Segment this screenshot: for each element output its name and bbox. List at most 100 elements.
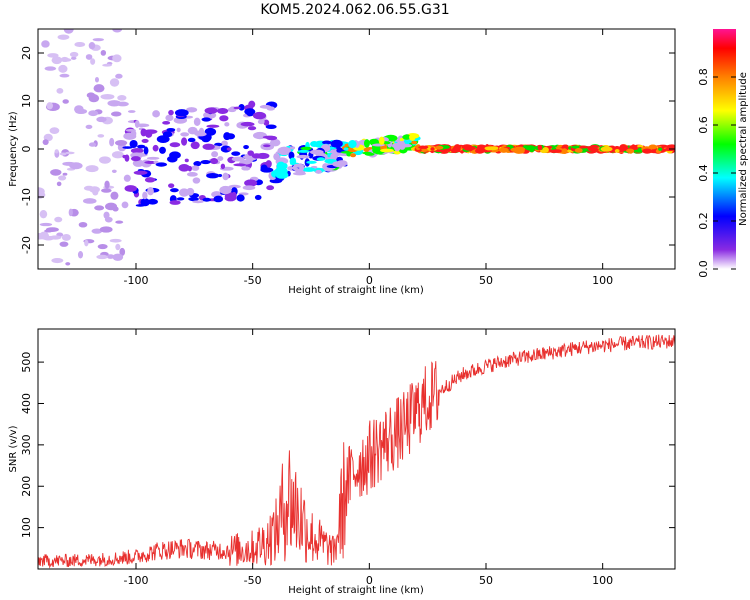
heatmap-cell <box>99 226 113 233</box>
heatmap-cell <box>123 174 131 182</box>
heatmap-cell <box>62 172 68 176</box>
heatmap-cell <box>51 257 64 264</box>
x-tick-label: -50 <box>244 274 262 287</box>
heatmap-cell <box>244 108 256 116</box>
y-tick-label: 500 <box>20 352 33 373</box>
heatmap-cell <box>51 56 63 65</box>
heatmap-cell <box>247 150 254 156</box>
heatmap-cell <box>176 127 181 133</box>
heatmap-cell <box>204 107 218 114</box>
heatmap-cell <box>91 228 103 234</box>
heatmap-cell <box>104 216 113 223</box>
heatmap-cell <box>92 189 99 196</box>
heatmap-cell <box>97 243 108 250</box>
y-tick-label: -20 <box>20 236 33 254</box>
x-tick-label: 50 <box>479 274 493 287</box>
heatmap-cell <box>63 29 74 34</box>
heatmap-cell <box>121 201 129 209</box>
heatmap-cell <box>631 146 639 150</box>
heatmap-cell <box>94 205 105 211</box>
heatmap-cell <box>266 185 275 191</box>
heatmap-cell <box>265 124 277 130</box>
heatmap-cell <box>402 134 412 140</box>
heatmap-cell <box>192 200 204 204</box>
heatmap-cell <box>648 144 658 150</box>
heatmap-cell <box>263 119 270 126</box>
heatmap-cell <box>96 254 108 260</box>
heatmap-cell <box>239 159 252 165</box>
heatmap-cell <box>61 233 71 241</box>
heatmap-cell <box>39 209 48 219</box>
heatmap-cell <box>251 153 263 159</box>
heatmap-cell <box>498 147 509 153</box>
heatmap-cell <box>200 159 211 165</box>
heatmap-cell <box>378 136 385 145</box>
heatmap-cell <box>104 180 110 189</box>
heatmap-cell <box>233 106 241 110</box>
heatmap-cell <box>100 49 107 56</box>
heatmap-cell <box>600 146 613 152</box>
heatmap-cell <box>115 220 124 224</box>
heatmap-cell <box>550 149 563 153</box>
heatmap-cell <box>162 131 173 138</box>
heatmap-cell <box>219 115 229 122</box>
heatmap-cell <box>168 109 174 116</box>
heatmap-cell <box>542 147 549 153</box>
heatmap-cell <box>578 145 588 149</box>
heatmap-cell <box>217 107 229 114</box>
x-tick-label: -100 <box>124 274 149 287</box>
heatmap-cell <box>111 169 117 173</box>
heatmap-cell <box>476 146 485 152</box>
colorbar <box>713 29 736 269</box>
heatmap-cell <box>176 197 185 201</box>
heatmap-cell <box>169 142 181 148</box>
heatmap-cell <box>265 160 272 168</box>
heatmap-cell <box>130 130 137 138</box>
snr-series-line <box>38 334 675 569</box>
heatmap-cell <box>191 165 200 171</box>
heatmap-cell <box>156 135 170 144</box>
heatmap-cell <box>115 139 128 146</box>
heatmap-cell <box>255 133 262 139</box>
heatmap-cell <box>398 142 404 146</box>
heatmap-cell <box>231 156 245 162</box>
heatmap-cell <box>233 163 247 167</box>
heatmap-cell <box>110 111 122 117</box>
heatmap-cell <box>252 111 267 120</box>
heatmap-cell <box>88 94 100 103</box>
heatmap-cell <box>309 149 324 155</box>
heatmap-cell <box>210 158 219 165</box>
heatmap-cell <box>105 202 118 211</box>
heatmap-cell <box>92 38 105 42</box>
heatmap-cell <box>58 175 67 181</box>
heatmap-cell <box>185 107 198 113</box>
heatmap-cell <box>238 104 245 111</box>
heatmap-cell <box>202 197 212 202</box>
heatmap-cell <box>49 235 62 240</box>
heatmap-cell <box>38 191 46 199</box>
heatmap-cell <box>152 110 160 118</box>
heatmap-cell <box>186 172 198 177</box>
heatmap-cell <box>110 191 119 200</box>
heatmap-cell <box>299 164 305 172</box>
colorbar-tick-label: 0.4 <box>697 164 710 182</box>
heatmap-cell <box>169 200 181 205</box>
heatmap-cell <box>362 151 373 155</box>
colorbar-axis: 0.0 0.2 0.4 0.6 0.8 <box>697 68 736 278</box>
heatmap-cell <box>315 169 322 174</box>
heatmap-cell <box>106 254 115 259</box>
heatmap-cell <box>302 167 316 172</box>
heatmap-cell <box>642 148 653 154</box>
heatmap-cell <box>65 151 75 155</box>
heatmap-cell <box>193 161 202 167</box>
heatmap-cell <box>129 139 138 149</box>
top-x-axis-title: Height of straight line (km) <box>288 285 424 296</box>
y-tick-label: 400 <box>20 393 33 414</box>
heatmap-cell <box>78 221 88 228</box>
heatmap-cell <box>54 216 63 223</box>
colorbar-tick-label: 0.6 <box>697 116 710 134</box>
heatmap-cell <box>206 124 220 128</box>
heatmap-cell <box>59 241 69 247</box>
heatmap-cell <box>517 147 525 154</box>
heatmap-cell <box>243 145 249 150</box>
